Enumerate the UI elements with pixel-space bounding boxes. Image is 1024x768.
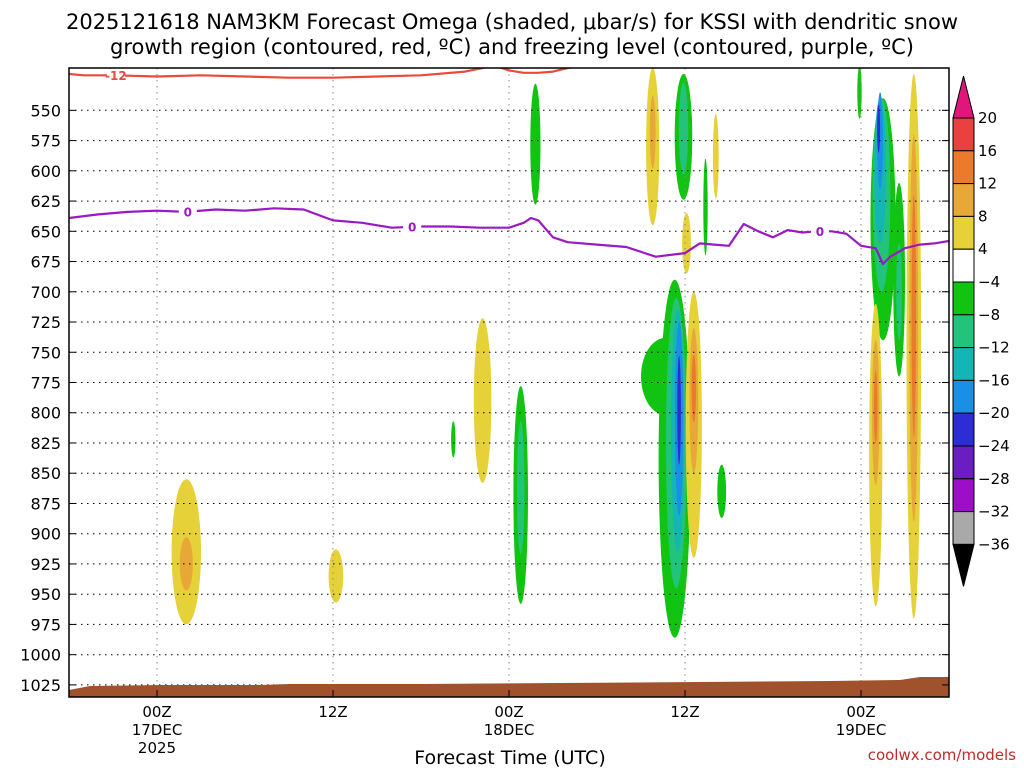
colorbar-segment-0: [952, 117, 975, 152]
dendritic-contour-label: -12: [105, 69, 127, 83]
colorbar-bottom-arrow: [952, 543, 975, 587]
y-tick-label: 950: [30, 585, 61, 604]
freezing-contour-label-2: 0: [816, 225, 824, 239]
x-tick-year-label: 2025: [138, 739, 176, 757]
y-tick-label: 875: [30, 494, 61, 513]
freezing-contour-label-0-bg: [178, 204, 197, 218]
colorbar-tick-label: −8: [978, 306, 1000, 324]
y-tick-label: 675: [30, 253, 61, 272]
colorbar-tick-label: 4: [978, 240, 988, 258]
x-tick-label: 00Z: [494, 703, 523, 721]
y-tick-label: 825: [30, 434, 61, 453]
colorbar-top-arrow: [952, 75, 975, 119]
y-tick-label: 600: [30, 162, 61, 181]
x-tick-date-label: 19DEC: [836, 721, 887, 739]
colorbar-segment-3: [952, 215, 975, 250]
colorbar-tick-label: −28: [978, 470, 1010, 488]
plot-area: -12 0 0 0: [69, 68, 949, 697]
colorbar-segment-6: [952, 314, 975, 349]
omega-cell-16: [682, 213, 691, 274]
colorbar-tick-label: 20: [978, 109, 997, 127]
colorbar-segment-5: [952, 281, 975, 316]
y-tick-label: 775: [30, 374, 61, 393]
dendritic-growth-isotherm-line: [69, 68, 575, 79]
x-tick-label: 00Z: [846, 703, 875, 721]
colorbar-legend: 20 16 12 8 4 −4 −8 −12 −16 −20 −24 −28 −32 −36: [952, 75, 1010, 587]
y-tick-label: 750: [30, 343, 61, 362]
omega-cell-23: [703, 158, 708, 256]
credit-text: coolwx.com/models: [868, 746, 1016, 764]
chart-title-line2: growth region (contoured, red, ºC) and f…: [110, 35, 914, 59]
colorbar-tick-label: −16: [978, 371, 1010, 389]
omega-cell-3: [473, 318, 492, 483]
y-tick-label: 1025: [20, 676, 61, 695]
colorbar-tick-label: −12: [978, 339, 1010, 357]
y-tick-label: 800: [30, 404, 61, 423]
y-tick-label: 900: [30, 525, 61, 544]
omega-cell-30: [877, 104, 881, 153]
omega-cell-7: [530, 83, 541, 205]
freezing-contour-label-0: 0: [184, 205, 192, 219]
colorbar-tick-label: −32: [978, 503, 1010, 521]
y-tick-label: 850: [30, 464, 61, 483]
omega-cell-32: [896, 243, 902, 341]
colorbar-tick-label: −36: [978, 535, 1010, 553]
terrain-surface: [69, 677, 949, 697]
omega-cell-15: [677, 355, 681, 465]
colorbar-segment-2: [952, 183, 975, 217]
colorbar-tick-label: 16: [978, 142, 997, 160]
colorbar-tick-label: 12: [978, 175, 997, 193]
colorbar-segment-4: [952, 248, 975, 283]
freezing-level-line: [69, 207, 949, 266]
colorbar-tick-label: −4: [978, 273, 1000, 291]
x-tick-date-label: 18DEC: [484, 721, 535, 739]
colorbar-tick-label: −24: [978, 437, 1010, 455]
colorbar-segment-7: [952, 347, 975, 381]
omega-cell-6: [517, 421, 525, 555]
chart-title-line1: 2025121618 NAM3KM Forecast Omega (shaded…: [66, 10, 958, 34]
omega-cell-1: [179, 537, 193, 591]
colorbar-segment-9: [952, 412, 975, 447]
freezing-contour-label-1: 0: [408, 220, 416, 234]
colorbar-tick-label: −20: [978, 404, 1010, 422]
freezing-contour-label-2-bg: [810, 224, 829, 238]
y-tick-label: 975: [30, 615, 61, 634]
y-tick-label: 700: [30, 283, 61, 302]
y-tick-label: 725: [30, 313, 61, 332]
omega-cell-35: [873, 370, 878, 444]
temperature-contours: -12 0 0 0: [69, 68, 949, 266]
x-axis-label: Forecast Time (UTC): [414, 747, 605, 768]
y-tick-label: 625: [30, 192, 61, 211]
y-tick-label: 575: [30, 132, 61, 151]
dendritic-contour-label-bg: [106, 68, 125, 82]
y-tick-label: 550: [30, 101, 61, 120]
omega-cell-22: [712, 114, 719, 199]
omega-cell-2: [328, 549, 344, 603]
omega-cell-38: [911, 195, 916, 437]
y-tick-label: 650: [30, 222, 61, 241]
x-tick-label: 12Z: [318, 703, 347, 721]
x-tick-label: 12Z: [670, 703, 699, 721]
colorbar-segment-12: [952, 511, 975, 545]
omega-cell-4: [451, 421, 456, 458]
omega-cell-9: [649, 95, 656, 169]
x-tick-label: 00Z: [142, 703, 171, 721]
omega-shading: [171, 68, 922, 638]
y-tick-label: 925: [30, 555, 61, 574]
colorbar-segment-10: [952, 445, 975, 480]
omega-cell-24: [717, 464, 727, 518]
colorbar-segment-8: [952, 379, 975, 414]
x-tick-date-label: 17DEC: [132, 721, 183, 739]
y-axis: 550 575 600 625 650 675 700 725 750 775 800 825 850 8…: [20, 101, 949, 695]
colorbar-segment-1: [952, 150, 975, 185]
colorbar-tick-label: 8: [978, 207, 988, 225]
colorbar-segment-11: [952, 478, 975, 513]
omega-cell-21: [678, 82, 689, 175]
freezing-contour-label-1-bg: [403, 219, 422, 233]
omega-cell-19: [691, 354, 696, 423]
y-tick-label: 1000: [20, 646, 61, 665]
